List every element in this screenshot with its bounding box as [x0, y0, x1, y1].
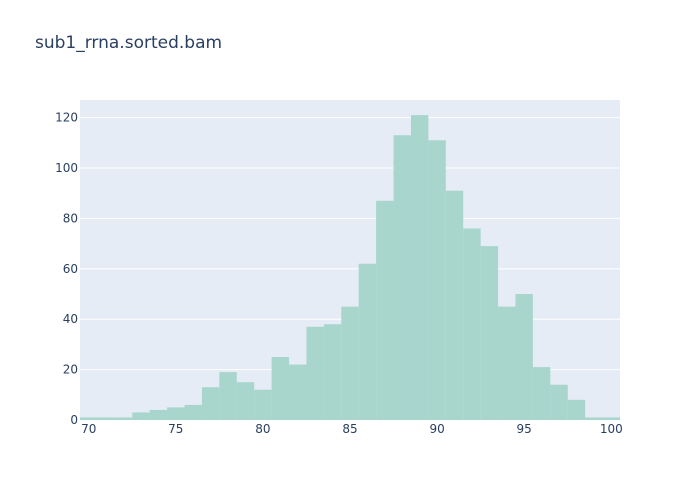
- histogram-bar: [602, 417, 620, 420]
- x-tick-label: 95: [517, 422, 532, 436]
- histogram-bar: [341, 306, 359, 420]
- histogram-bar: [428, 140, 446, 421]
- histogram-bar: [132, 412, 150, 420]
- histogram-bar: [463, 228, 481, 420]
- y-axis-ticks: 0 20 40 60 80 100 120: [55, 111, 78, 427]
- histogram-bar: [515, 294, 533, 420]
- histogram-bar: [445, 190, 464, 420]
- histogram-bar: [97, 417, 115, 420]
- histogram-bar: [184, 404, 202, 420]
- histogram-bar: [271, 357, 290, 420]
- histogram-bar: [358, 263, 377, 420]
- histogram-bar: [236, 382, 255, 420]
- x-axis-ticks: 70 75 80 85 90 95 100: [81, 422, 623, 436]
- x-tick-label: 85: [342, 422, 357, 436]
- y-tick-label: 0: [70, 413, 78, 427]
- histogram-bar: [254, 389, 272, 420]
- histogram-bar: [567, 399, 586, 420]
- chart-title: sub1_rrna.sorted.bam: [35, 33, 223, 53]
- histogram-bar: [376, 200, 394, 420]
- histogram-bar: [306, 326, 324, 420]
- x-tick-label: 70: [81, 422, 96, 436]
- y-tick-label: 60: [63, 262, 78, 276]
- histogram-bar: [289, 364, 307, 420]
- histogram-bar: [532, 367, 551, 420]
- x-tick-label: 75: [168, 422, 183, 436]
- y-tick-label: 120: [55, 111, 78, 125]
- histogram-bar: [80, 417, 98, 420]
- y-tick-label: 20: [63, 363, 78, 377]
- x-tick-label: 90: [429, 422, 444, 436]
- histogram-bar: [323, 324, 342, 420]
- y-tick-label: 100: [55, 161, 78, 175]
- histogram-bar: [149, 409, 168, 420]
- histogram-bars: [80, 115, 620, 421]
- histogram-bar: [498, 306, 516, 420]
- histogram-bar: [480, 246, 499, 420]
- y-tick-label: 40: [63, 312, 78, 326]
- histogram-bar: [550, 384, 568, 420]
- histogram-bar: [114, 417, 133, 420]
- histogram-bar: [393, 135, 411, 421]
- y-tick-label: 80: [63, 211, 78, 225]
- x-tick-label: 100: [600, 422, 623, 436]
- x-tick-label: 80: [255, 422, 270, 436]
- histogram-bar: [585, 417, 603, 420]
- histogram-bar: [167, 407, 185, 420]
- histogram-bar: [410, 115, 429, 421]
- histogram-bar: [201, 387, 220, 420]
- histogram-bar: [219, 372, 237, 420]
